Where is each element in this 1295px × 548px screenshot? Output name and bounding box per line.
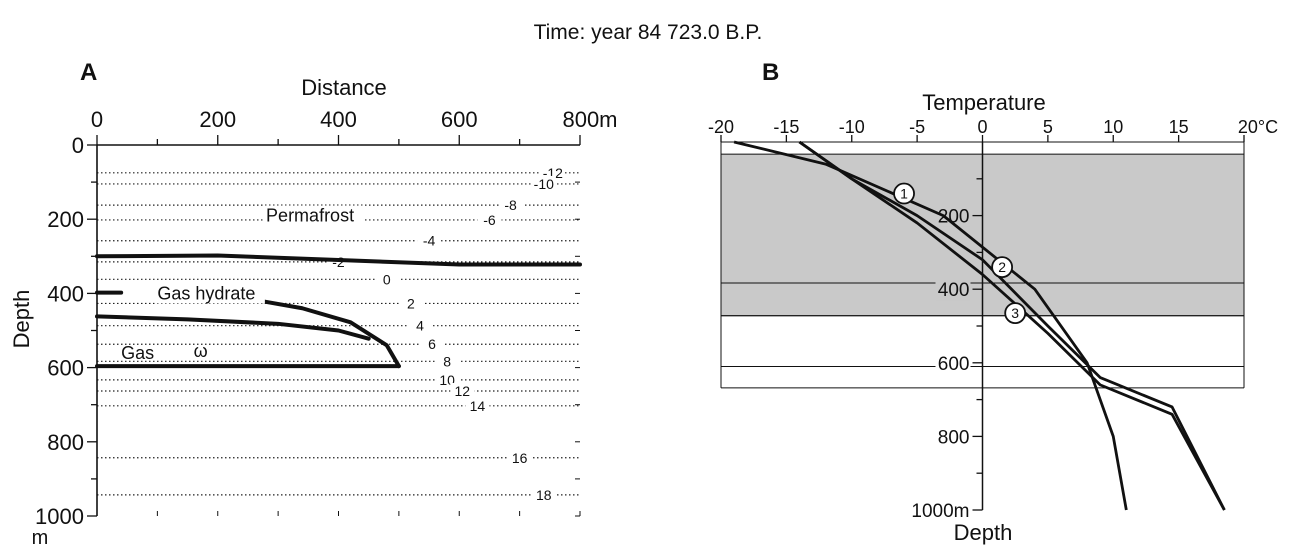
region-label-bg	[154, 283, 265, 304]
isotherm-label-bg	[408, 317, 433, 334]
profile-1	[733, 140, 1128, 511]
isotherm-label: 2	[407, 295, 415, 311]
depth-label-bg	[935, 205, 971, 227]
isotherm-label-bg	[420, 336, 445, 353]
isotherm-label-bg	[417, 232, 442, 249]
depth-label-bg	[935, 352, 971, 374]
phase-boundary	[95, 253, 582, 267]
isotherm-label-bg	[507, 449, 532, 466]
isotherm-label-bg	[374, 271, 399, 288]
panel-b-series	[733, 140, 1226, 511]
isotherm-label: -8	[504, 197, 517, 213]
temp-tick-label: -15	[773, 117, 799, 137]
panel-b-letter: B	[762, 59, 779, 86]
temp-tick-label: 10	[1103, 117, 1123, 137]
isotherm-label-bg	[498, 197, 523, 214]
temp-tick-label: 0	[977, 117, 987, 137]
temp-tick-label: -10	[839, 117, 865, 137]
region-label: Gas	[121, 343, 154, 363]
y-tick-label: 1000	[35, 504, 84, 529]
x-tick-label: 0	[91, 107, 103, 132]
y-tick-label: 600	[47, 356, 84, 381]
y-tick-label: 0	[72, 133, 84, 158]
depth-label-bg	[935, 279, 971, 301]
profile-marker-label: 3	[1011, 305, 1019, 321]
depth-tick-label: 600	[938, 354, 970, 375]
temp-tick-label: -5	[909, 117, 925, 137]
y-tick-label: 800	[47, 430, 84, 455]
temp-tick-label: 5	[1043, 117, 1053, 137]
profile-marker-label: 2	[998, 259, 1006, 275]
isotherm-label-bg	[465, 397, 490, 414]
x-tick-label: 400	[320, 107, 357, 132]
depth-tick-label: 200	[938, 207, 970, 228]
profile-marker	[893, 182, 915, 205]
panel-b-x-label: Temperature	[922, 90, 1046, 115]
y-tick-label: 200	[47, 207, 84, 232]
profile-marker-label: 1	[900, 186, 908, 202]
region-label: Gas hydrate	[157, 283, 255, 303]
region-label: ω	[194, 341, 208, 361]
isotherm-label: 16	[512, 450, 528, 466]
x-tick-label: 200	[199, 107, 236, 132]
isotherm-label: 4	[416, 318, 424, 334]
depth-label-bg	[913, 500, 971, 521]
region-label: Permafrost	[266, 205, 354, 225]
profile-marker	[1004, 302, 1027, 325]
panel-a: A Distance Depth m -12-10-8-6-4-20246810…	[9, 59, 618, 548]
phase-boundary	[258, 298, 401, 369]
panel-b-axes: -20 -15 -10 -5 0 5 10 15 20°C 200 400 600 800 1000m	[708, 117, 1278, 522]
isotherm-label: 14	[470, 398, 486, 414]
profile-2	[798, 140, 1226, 511]
isotherm-label-bg	[398, 295, 423, 312]
isotherm-label-bg	[450, 382, 475, 399]
isotherm-label: -10	[534, 176, 554, 192]
isotherm-label: 6	[428, 336, 436, 352]
temp-tick-label: 15	[1169, 117, 1189, 137]
panel-b: B Temperature Depth -20 -15 -10 -5 0 5 10 15 20°…	[708, 59, 1278, 545]
time-label: Time: year 84 723.0 B.P.	[534, 21, 763, 44]
panel-a-y-unit: m	[32, 527, 49, 548]
isotherm-label: 12	[454, 383, 470, 399]
region-label-bg	[263, 205, 365, 226]
profile-marker	[991, 256, 1014, 279]
panel-a-axes: 0 200 400 600 800m 0 200 400 600 800 1000	[35, 107, 617, 529]
isotherm-label: 8	[443, 353, 451, 369]
isotherm-label: -4	[423, 233, 436, 249]
panel-a-y-label: Depth	[9, 290, 34, 349]
isotherm-label-bg	[435, 353, 460, 370]
panel-a-region-labels: Permafrost Gas hydrate Gas ω	[121, 205, 365, 363]
depth-label-bg	[935, 426, 971, 448]
x-tick-label: 800m	[562, 107, 617, 132]
panel-a-x-label: Distance	[301, 75, 387, 100]
isotherm-label-bg	[531, 486, 556, 503]
panel-b-y-label: Depth	[954, 520, 1013, 545]
depth-tick-label: 400	[938, 280, 970, 301]
isotherm-label-bg	[477, 211, 502, 228]
isotherm-label: 18	[536, 487, 552, 503]
panel-a-boundaries	[95, 253, 582, 369]
isotherm-label: -6	[483, 212, 496, 228]
y-tick-label: 400	[47, 281, 84, 306]
panel-b-markers: 1 2 3	[893, 182, 1027, 325]
depth-tick-label: 800	[938, 427, 970, 448]
isotherm-label: 0	[383, 271, 391, 287]
isotherm-label-bg	[531, 175, 556, 192]
depth-tick-label: 1000m	[911, 501, 969, 522]
phase-boundary	[95, 314, 371, 341]
x-tick-label: 600	[441, 107, 478, 132]
temp-tick-label: -20	[708, 117, 734, 137]
temp-tick-label: 20°C	[1238, 117, 1278, 137]
panel-a-letter: A	[80, 59, 97, 86]
profile-3	[798, 140, 1226, 511]
